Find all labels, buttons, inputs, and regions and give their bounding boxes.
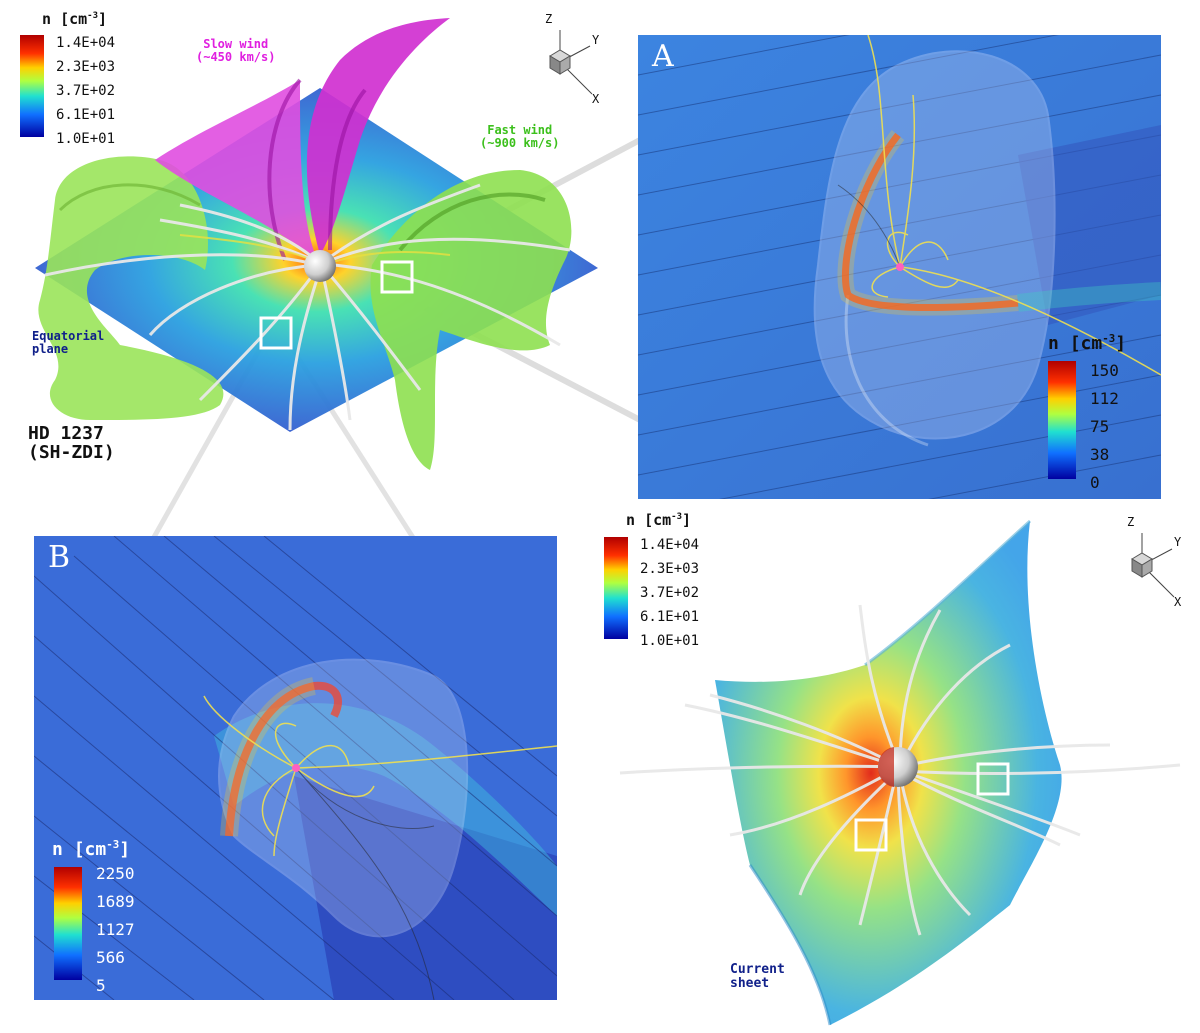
panel-a-colorbar-title: n [cm-3] (1048, 332, 1127, 354)
zoom-box-a (380, 260, 414, 294)
overview-scene (35, 18, 598, 470)
panel-a-letter: A (652, 39, 674, 74)
overview-colorbar-title: n [cm-3] (42, 10, 108, 28)
current-sheet-axis-x: X (1174, 595, 1182, 609)
panel-a-colorbar-tick: 75 (1090, 417, 1110, 436)
overview-colorbar-tick: 1.0E+01 (56, 131, 116, 147)
fast-wind-right-lobe (370, 170, 572, 470)
panel-b-colorbar-tick: 2250 (96, 864, 135, 883)
panel-b-colorbar-tick: 566 (96, 948, 125, 967)
panel-b-streamlines (34, 536, 557, 1000)
panel-b-star (292, 764, 300, 772)
current-sheet-axes-triad (1131, 533, 1175, 598)
current-sheet-axis-z: Z (1127, 515, 1135, 529)
current-sheet-colorbar-tick: 3.7E+02 (640, 585, 700, 601)
overview-colorbar-tick: 1.4E+04 (56, 35, 116, 51)
panel-a: A n [cm-3] 150 112 75 38 0 (638, 35, 1161, 499)
current-sheet-colorbar-tick: 6.1E+01 (640, 609, 700, 625)
current-sheet-panel: n [cm-3] 1.4E+04 2.3E+03 3.7E+02 6.1E+01… (590, 505, 1200, 1033)
panel-a-bow-shock (842, 132, 1019, 312)
panel-b-colorbar-tick: 1127 (96, 920, 135, 939)
panel-a-scene (638, 35, 1161, 499)
current-sheet-field-lines (619, 604, 1181, 936)
panel-a-star (896, 263, 904, 271)
panel-b-colorbar-tick: 5 (96, 976, 106, 995)
equatorial-plane-label: Equatorial plane (32, 329, 105, 356)
fast-wind-label: Fast wind (~900 km/s) (480, 123, 560, 150)
panel-b-colorbar-title: n [cm-3] (52, 838, 131, 860)
panel-b-colorbar-tick: 1689 (96, 892, 135, 911)
panel-b-colorbar (54, 867, 82, 980)
panel-b-field-loops (203, 695, 557, 857)
overview-panel: n [cm-3] 1.4E+04 2.3E+03 3.7E+02 6.1E+01… (0, 0, 620, 480)
panel-a-colorbar-tick: 112 (1090, 389, 1119, 408)
zoom-box-b (259, 316, 293, 350)
panel-a-field-loops (867, 35, 1161, 376)
current-sheet-colorbar (604, 537, 628, 639)
current-sheet-zoom-box-b (854, 818, 888, 852)
star-sphere (304, 250, 336, 282)
current-sheet-colorbar-tick: 2.3E+03 (640, 561, 700, 577)
current-sheet-colorbar-tick: 1.4E+04 (640, 537, 700, 553)
overview-axis-y: Y (592, 33, 600, 47)
current-sheet-colorbar-tick: 1.0E+01 (640, 633, 700, 649)
slow-wind-label: Slow wind (~450 km/s) (196, 37, 276, 64)
overview-colorbar-tick: 6.1E+01 (56, 107, 116, 123)
panel-b: B n [cm-3] 2250 1689 1127 566 5 (34, 536, 557, 1000)
panel-b-scene (34, 536, 557, 1000)
panel-a-colorbar (1048, 361, 1076, 479)
panel-a-colorbar-tick: 38 (1090, 445, 1110, 464)
panel-a-colorbar-tick: 150 (1090, 361, 1119, 380)
panel-b-letter: B (48, 540, 71, 575)
overview-axes-triad (549, 30, 593, 95)
overview-colorbar-tick: 3.7E+02 (56, 83, 116, 99)
panel-b-bow-shock (225, 681, 342, 837)
overview-colorbar (20, 35, 44, 137)
overview-axis-x: X (592, 92, 600, 106)
current-sheet-axis-y: Y (1174, 535, 1182, 549)
panel-a-bubble (813, 50, 1056, 440)
overview-colorbar-tick: 2.3E+03 (56, 59, 116, 75)
slow-wind-streamer-right (306, 18, 450, 255)
overview-axis-z: Z (545, 12, 553, 26)
star-name-label: HD 1237 (SH-ZDI) (28, 423, 115, 463)
panel-b-bubble (218, 658, 469, 938)
current-sheet-label: Current sheet (730, 962, 785, 991)
panel-a-colorbar-tick: 0 (1090, 473, 1100, 492)
current-sheet-colorbar-title: n [cm-3] (626, 511, 692, 529)
overview-field-lines (44, 183, 571, 431)
current-sheet-zoom-box-a (976, 762, 1010, 796)
current-sheet-scene (619, 519, 1181, 1026)
